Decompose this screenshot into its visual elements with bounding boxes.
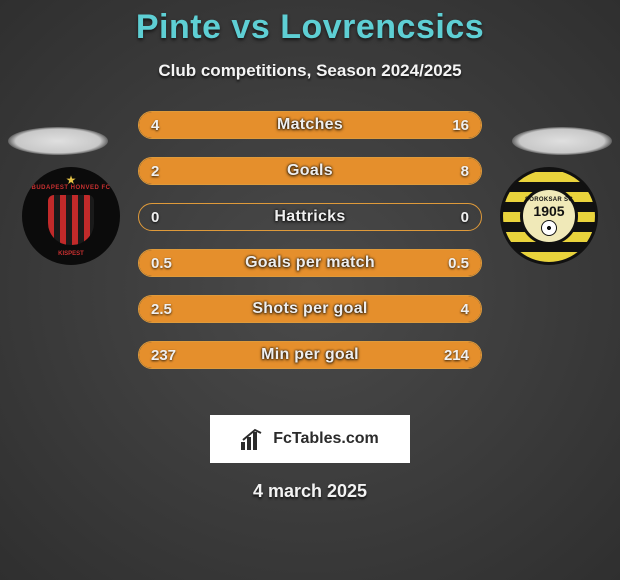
chart-icon — [241, 428, 267, 450]
stat-row: 0.50.5Goals per match — [138, 249, 482, 277]
crest-left-bottom-text: KISPEST — [22, 251, 120, 257]
right-highlight-ellipse — [512, 127, 612, 155]
club-crest-right: SOROKSAR SC 1905 — [500, 167, 598, 265]
crest-right-year: 1905 — [533, 203, 564, 219]
stat-label: Matches — [139, 112, 481, 138]
crest-left-stripes — [48, 195, 94, 245]
crest-left-top-text: BUDAPEST HONVED FC — [22, 185, 120, 191]
crest-left-shape: ★ BUDAPEST HONVED FC KISPEST — [22, 167, 120, 265]
stat-row: 416Matches — [138, 111, 482, 139]
stat-bars-container: 416Matches 28Goals 00Hattricks 0.50.5Goals … — [138, 111, 482, 387]
stat-row: 2.54Shots per goal — [138, 295, 482, 323]
branding-text: FcTables.com — [273, 430, 379, 448]
branding-box: FcTables.com — [210, 415, 410, 463]
stat-row: 28Goals — [138, 157, 482, 185]
date-text: 4 march 2025 — [0, 481, 620, 502]
crest-right-shape: SOROKSAR SC 1905 — [500, 167, 598, 265]
crest-right-seal: SOROKSAR SC 1905 — [520, 187, 578, 245]
stat-label: Shots per goal — [139, 296, 481, 322]
page-title: Pinte vs Lovrencsics — [0, 8, 620, 47]
comparison-content: ★ BUDAPEST HONVED FC KISPEST SOROKSAR SC… — [0, 111, 620, 391]
stat-label: Goals — [139, 158, 481, 184]
stat-label: Min per goal — [139, 342, 481, 368]
stat-label: Hattricks — [139, 204, 481, 230]
left-highlight-ellipse — [8, 127, 108, 155]
stat-label: Goals per match — [139, 250, 481, 276]
crest-left-shield — [48, 195, 94, 245]
football-icon — [541, 220, 557, 236]
stat-row: 00Hattricks — [138, 203, 482, 231]
club-crest-left: ★ BUDAPEST HONVED FC KISPEST — [22, 167, 120, 265]
subtitle: Club competitions, Season 2024/2025 — [0, 61, 620, 81]
stat-row: 237214Min per goal — [138, 341, 482, 369]
